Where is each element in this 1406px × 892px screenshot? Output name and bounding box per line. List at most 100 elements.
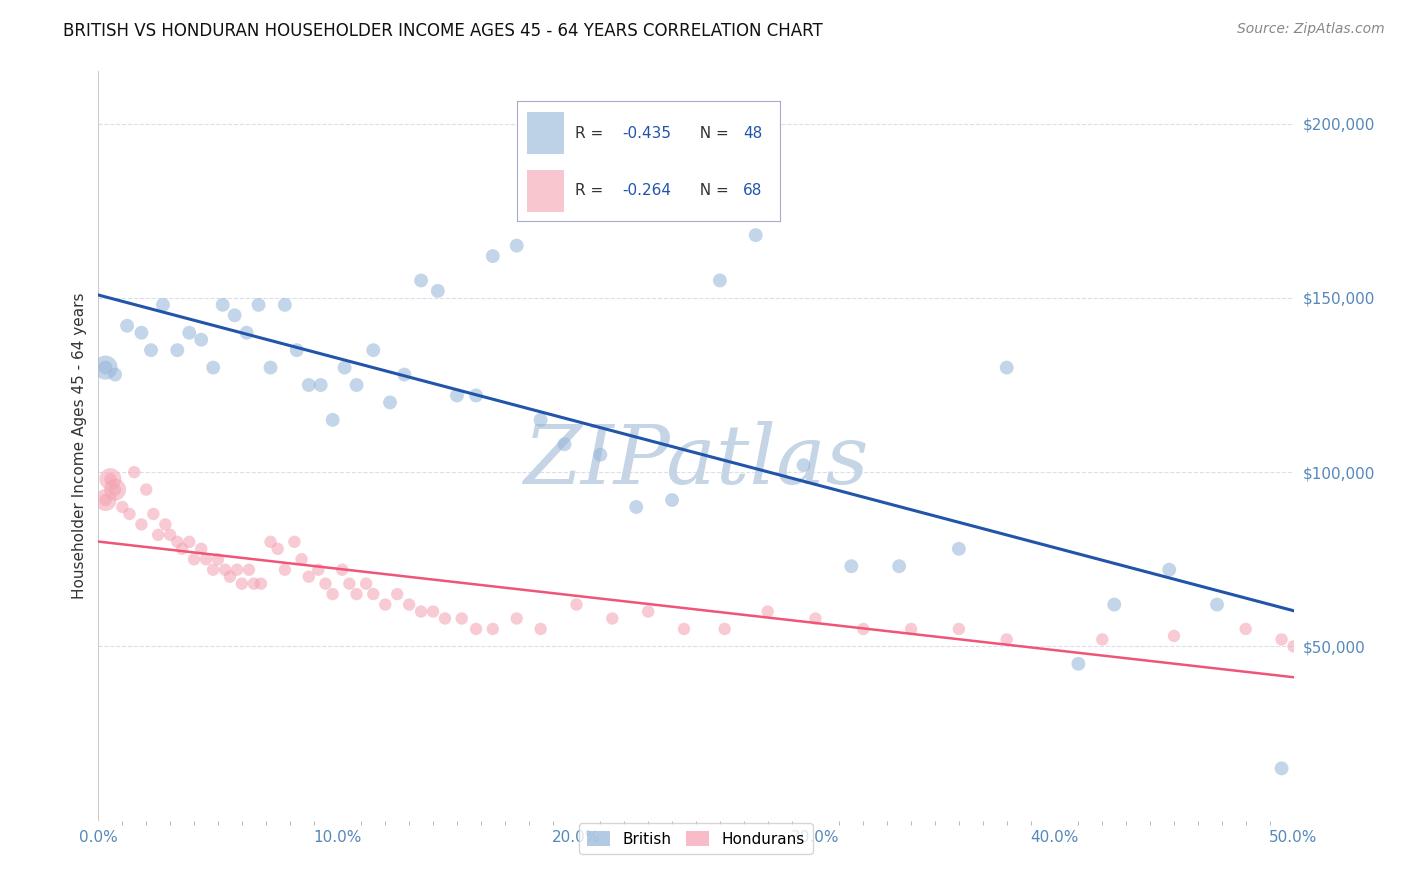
Point [411,605,433,619]
Point [330,563,353,577]
Point [104,368,127,382]
Point [1091,632,1114,647]
Point [793,458,815,472]
Point [1163,629,1185,643]
Point [626,500,648,514]
Point [226,563,249,577]
Point [530,622,553,636]
Point [219,570,242,584]
Point [506,238,529,252]
Point [465,388,488,402]
Point [155,517,177,532]
Point [166,343,188,358]
Point [1206,598,1229,612]
Point [207,552,229,566]
Point [172,541,194,556]
Point [139,343,162,358]
Point [243,576,266,591]
Text: ZIPatlas: ZIPatlas [523,421,869,501]
Point [231,576,253,591]
Point [179,326,201,340]
Point [259,360,281,375]
Point [104,483,127,497]
Point [283,534,305,549]
Point [378,395,401,409]
Point [124,465,146,479]
Point [900,622,922,636]
Point [142,507,165,521]
Point [190,541,212,556]
Point [202,360,225,375]
Point [166,534,188,549]
Point [94,493,117,508]
Point [1271,632,1294,647]
Point [450,611,472,625]
Point [948,622,970,636]
Text: Source: ZipAtlas.com: Source: ZipAtlas.com [1237,22,1385,37]
Point [291,552,314,566]
Point [394,368,416,382]
Point [673,622,696,636]
Point [183,552,205,566]
Point [434,611,457,625]
Point [1067,657,1090,671]
Point [274,298,297,312]
Point [354,576,377,591]
Point [322,413,344,427]
Point [148,528,170,542]
Point [247,298,270,312]
Point [398,598,420,612]
Y-axis label: Householder Income Ages 45 - 64 years: Householder Income Ages 45 - 64 years [72,293,87,599]
Point [804,611,827,625]
Point [426,284,449,298]
Point [995,632,1018,647]
Point [661,493,683,508]
Point [1282,640,1305,654]
Point [307,563,329,577]
Point [322,587,344,601]
Point [195,552,218,566]
Point [713,622,735,636]
Point [94,493,117,508]
Point [411,273,433,287]
Point [852,622,875,636]
Point [465,622,488,636]
Point [333,360,356,375]
Point [1234,622,1257,636]
Point [481,249,505,263]
Point [238,563,260,577]
Point [422,605,444,619]
Point [346,378,368,392]
Point [98,472,122,486]
Point [152,298,174,312]
Point [446,388,468,402]
Point [1271,761,1294,775]
Point [274,563,297,577]
Point [159,528,181,542]
Point [745,228,768,243]
Point [202,563,225,577]
Point [309,378,332,392]
Point [756,605,779,619]
Point [211,298,233,312]
Point [1159,563,1181,577]
Point [339,576,361,591]
Point [1104,598,1126,612]
Legend: British, Hondurans: British, Hondurans [579,823,813,855]
Point [111,500,134,514]
Point [250,576,273,591]
Point [131,517,153,532]
Point [346,587,368,601]
Point [118,507,141,521]
Point [179,534,201,549]
Point [889,559,911,574]
Point [363,587,385,601]
Point [298,570,321,584]
Point [285,343,308,358]
Point [98,472,122,486]
Point [94,360,117,375]
Point [259,534,281,549]
Point [267,541,290,556]
Point [565,598,588,612]
Point [385,587,409,601]
